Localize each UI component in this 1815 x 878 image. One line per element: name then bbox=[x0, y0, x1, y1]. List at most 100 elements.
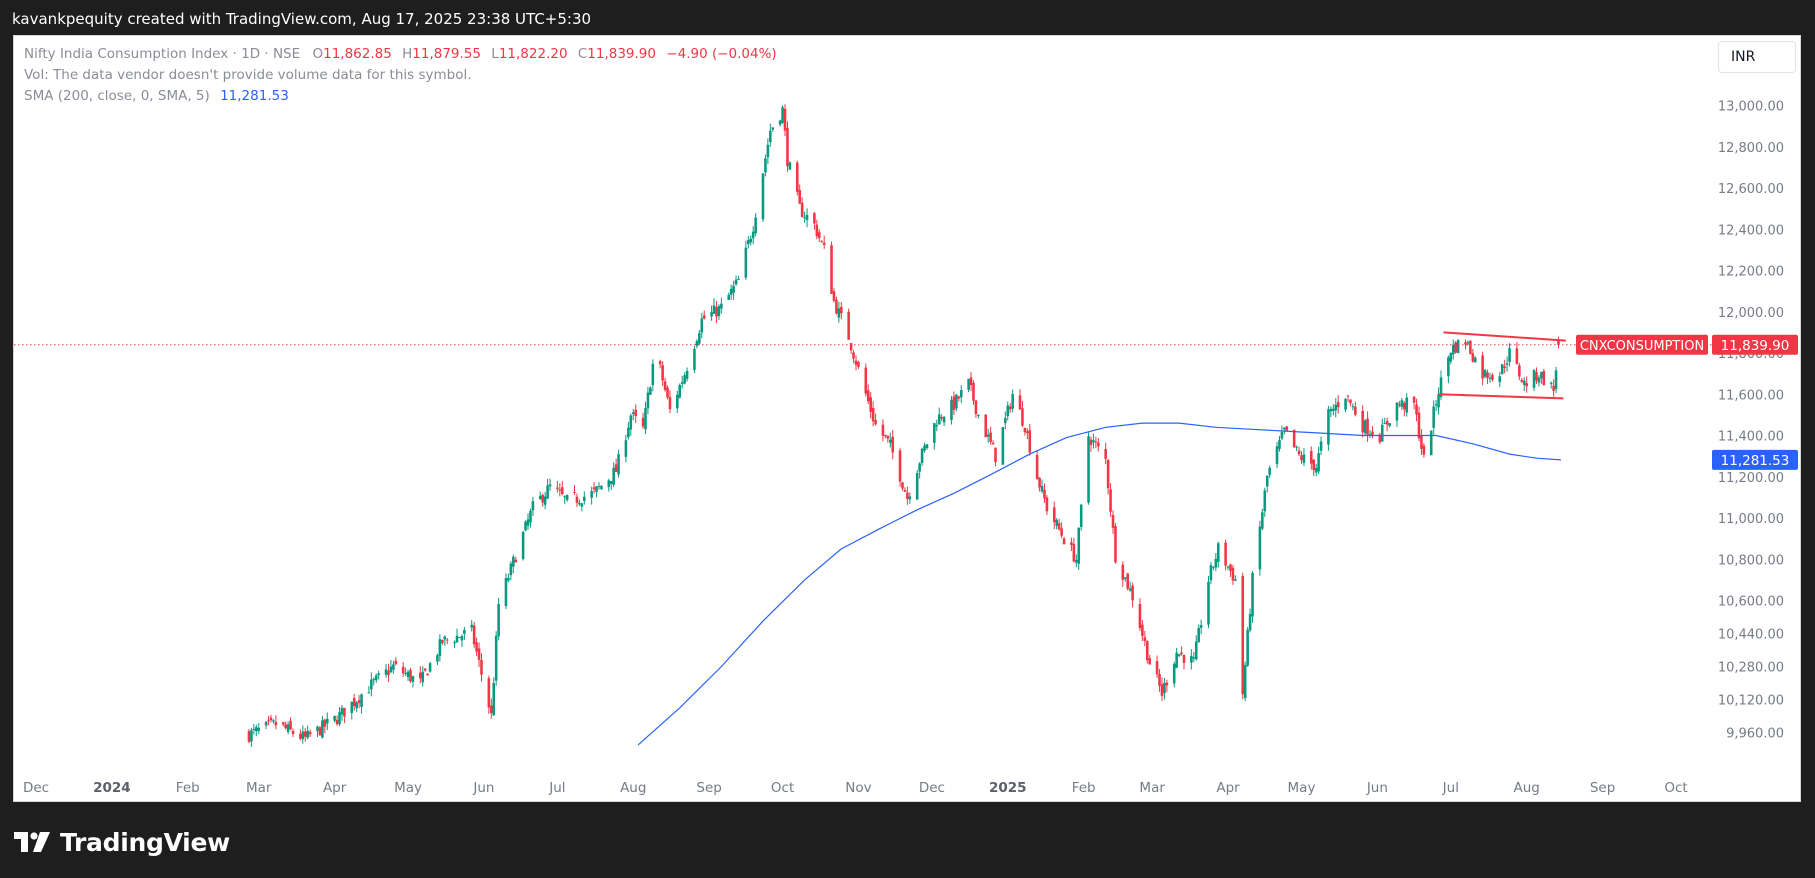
candle-body bbox=[1212, 566, 1215, 568]
candlestick-chart[interactable]: 13,000.00 12,800.00 12,600.00 12,400.00 12,2… bbox=[14, 36, 1800, 801]
candle-body bbox=[969, 377, 973, 386]
candle-body bbox=[717, 305, 721, 317]
candle-body bbox=[830, 245, 833, 294]
candle-body bbox=[1481, 355, 1484, 379]
candle-body bbox=[1075, 559, 1078, 563]
candle-body bbox=[1052, 507, 1056, 523]
legend-open-label: O bbox=[312, 46, 324, 62]
candle-body bbox=[1549, 382, 1553, 384]
y-tick-label: 10,600.00 bbox=[1718, 595, 1784, 610]
candle-body bbox=[1488, 377, 1492, 379]
candle-body bbox=[1163, 682, 1166, 694]
candle-body bbox=[1104, 449, 1107, 459]
x-tick-label: Sep bbox=[696, 780, 721, 796]
candle-body bbox=[1126, 573, 1129, 589]
candle-body bbox=[749, 238, 753, 243]
legend-low-value: 11,822.20 bbox=[498, 46, 568, 62]
candle-body bbox=[933, 423, 936, 443]
y-tick-label: 11,000.00 bbox=[1718, 512, 1784, 527]
candle-body bbox=[915, 472, 919, 500]
price-badge-bg bbox=[1712, 334, 1798, 355]
candle-body bbox=[1380, 424, 1384, 442]
candle-body bbox=[458, 636, 461, 638]
candle-body bbox=[952, 396, 956, 410]
candle-body bbox=[1329, 408, 1333, 412]
candle-body bbox=[565, 494, 569, 500]
candle-body bbox=[612, 467, 615, 485]
candle-body bbox=[504, 578, 508, 606]
candle-body bbox=[441, 639, 444, 644]
candle-body bbox=[1141, 624, 1144, 636]
candle-body bbox=[764, 158, 767, 173]
candle-body bbox=[370, 679, 373, 690]
candle-body bbox=[874, 420, 877, 425]
x-tick-label: Sep bbox=[1590, 780, 1615, 796]
candle-body bbox=[423, 668, 427, 671]
candle-body bbox=[426, 673, 429, 676]
candle-body bbox=[360, 694, 363, 707]
legend-open-value: 11,862.85 bbox=[323, 46, 392, 62]
y-tick-label: 12,600.00 bbox=[1718, 182, 1784, 197]
candle-body bbox=[1312, 459, 1316, 471]
price-badge-label: 11,839.90 bbox=[1721, 338, 1790, 354]
candle-body bbox=[734, 279, 738, 285]
x-tick-label: Jun bbox=[1366, 780, 1388, 796]
candle-body bbox=[786, 127, 789, 167]
legend-symbol[interactable]: Nifty India Consumption Index · 1D · NSE bbox=[24, 46, 301, 62]
candle-body bbox=[428, 663, 432, 672]
candle-body bbox=[1062, 538, 1066, 545]
y-tick-label: 10,440.00 bbox=[1718, 628, 1784, 643]
candle-body bbox=[651, 363, 655, 386]
y-tick-label: 12,400.00 bbox=[1718, 223, 1784, 238]
y-tick-label: 12,000.00 bbox=[1718, 306, 1784, 321]
candle-body bbox=[1317, 453, 1320, 472]
candle-body bbox=[1486, 372, 1489, 378]
candle-body bbox=[1302, 454, 1306, 463]
support-trendline bbox=[1438, 393, 1564, 400]
candle-body bbox=[886, 435, 890, 439]
candle-body bbox=[649, 387, 652, 395]
candle-body bbox=[1040, 486, 1044, 492]
y-tick-label: 11,600.00 bbox=[1718, 388, 1784, 403]
candle-body bbox=[668, 397, 672, 410]
chart-panel[interactable]: 13,000.00 12,800.00 12,600.00 12,400.00 12,2… bbox=[13, 35, 1801, 802]
candle-body bbox=[1454, 342, 1457, 353]
sma-line bbox=[637, 422, 1562, 746]
candle-body bbox=[972, 382, 975, 401]
candle-body bbox=[343, 707, 346, 717]
candle-body bbox=[1038, 477, 1041, 488]
candle-body bbox=[1336, 402, 1340, 408]
candle-body bbox=[866, 390, 870, 402]
candle-body bbox=[1405, 397, 1409, 413]
candle-body bbox=[274, 722, 278, 726]
candle-body bbox=[377, 673, 380, 675]
candle-body bbox=[788, 162, 792, 170]
candle-body bbox=[781, 107, 784, 123]
candle-body bbox=[1420, 435, 1423, 449]
y-tick-label: 12,800.00 bbox=[1718, 141, 1784, 156]
candle-body bbox=[1077, 527, 1081, 564]
candle-body bbox=[255, 727, 258, 732]
candle-body bbox=[906, 492, 909, 499]
candle-body bbox=[1429, 430, 1433, 456]
candle-body bbox=[1292, 429, 1296, 448]
candle-body bbox=[475, 642, 478, 652]
candle-body bbox=[1106, 459, 1110, 489]
candle-body bbox=[595, 486, 598, 493]
candle-body bbox=[250, 730, 253, 742]
candle-body bbox=[617, 454, 620, 475]
candle-body bbox=[1451, 344, 1455, 355]
candle-body bbox=[1398, 404, 1401, 406]
candle-body bbox=[1471, 353, 1475, 362]
candle-body bbox=[805, 214, 809, 221]
candle-body bbox=[1011, 394, 1014, 409]
candle-body bbox=[1439, 377, 1443, 398]
candle-body bbox=[663, 381, 667, 390]
legend-sma-label[interactable]: SMA (200, close, 0, SMA, 5) bbox=[24, 88, 210, 104]
candle-body bbox=[1241, 575, 1245, 695]
candle-body bbox=[291, 730, 295, 735]
currency-button[interactable]: INR bbox=[1718, 41, 1796, 73]
candle-body bbox=[1469, 340, 1472, 354]
candle-body bbox=[1072, 544, 1076, 562]
legend-sma-value: 11,281.53 bbox=[220, 88, 289, 104]
